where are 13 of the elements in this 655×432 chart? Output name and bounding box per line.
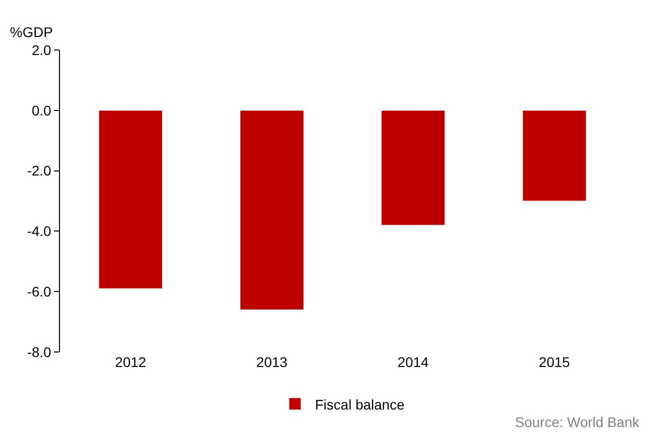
x-tick-label: 2014 xyxy=(398,354,429,370)
legend-label: Fiscal balance xyxy=(315,396,405,412)
source-note: Source: World Bank xyxy=(515,414,640,430)
y-tick-label: -6.0 xyxy=(27,284,52,300)
y-tick-label: -2.0 xyxy=(27,162,52,179)
x-tick-label: 2012 xyxy=(115,354,146,370)
y-tick-label: 2.0 xyxy=(32,42,52,58)
y-tick-label: 0.0 xyxy=(32,102,52,118)
x-tick-label: 2015 xyxy=(538,354,570,370)
x-tick-label: 2013 xyxy=(256,354,288,370)
y-tick-label: -4.0 xyxy=(27,223,52,240)
y-tick-label: -8.0 xyxy=(27,344,52,360)
y-axis-title: %GDP xyxy=(10,24,53,40)
